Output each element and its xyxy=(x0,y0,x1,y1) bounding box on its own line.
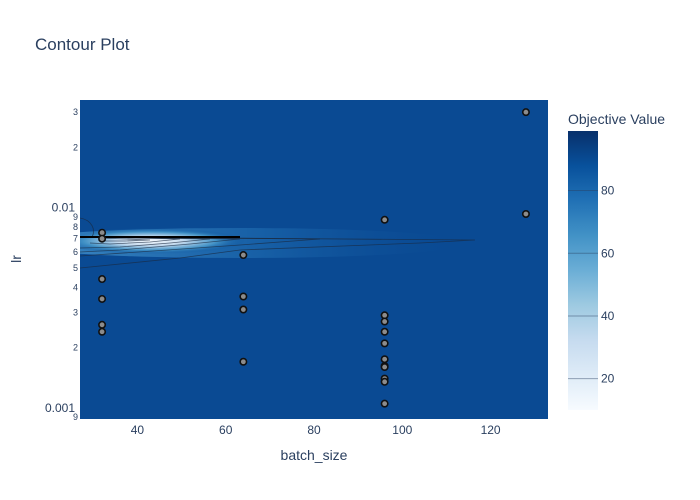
y-minor-tick-label: 5 xyxy=(73,263,78,273)
colorbar: Objective Value 20 40 60 80 xyxy=(568,111,665,410)
x-tick-label: 80 xyxy=(307,423,321,437)
y-minor-tick-label: 2 xyxy=(73,343,78,353)
colorbar-scale xyxy=(568,131,598,410)
trial-point xyxy=(239,292,248,301)
x-axis-ticks: 40 60 80 100 120 xyxy=(131,423,501,437)
x-tick-label: 120 xyxy=(481,423,501,437)
y-minor-tick-label: 8 xyxy=(73,222,78,232)
contour-lines xyxy=(80,217,476,269)
trial-point xyxy=(521,209,530,218)
trial-point xyxy=(98,234,107,243)
trial-point xyxy=(380,215,389,224)
colorbar-tick-label: 60 xyxy=(601,246,615,260)
chart-title: Contour Plot xyxy=(35,35,130,54)
x-tick-label: 100 xyxy=(392,423,412,437)
colorbar-tick-label: 20 xyxy=(601,372,615,386)
trial-points xyxy=(98,108,530,408)
y-minor-tick-label: 9 xyxy=(73,412,78,422)
colorbar-tick-label: 80 xyxy=(601,184,615,198)
trial-point xyxy=(380,317,389,326)
trial-point xyxy=(239,305,248,314)
trial-point xyxy=(380,339,389,348)
trial-point xyxy=(380,377,389,386)
trial-point xyxy=(239,251,248,260)
plot-area xyxy=(80,100,548,419)
y-minor-tick-label: 2 xyxy=(73,142,78,152)
y-minor-tick-label: 3 xyxy=(73,107,78,117)
x-axis-title: batch_size xyxy=(281,447,348,463)
y-minor-tick-label: 3 xyxy=(73,307,78,317)
contour-background xyxy=(80,100,548,419)
trial-point xyxy=(98,327,107,336)
trial-point xyxy=(98,320,107,329)
y-minor-tick-label: 6 xyxy=(73,247,78,257)
trial-point xyxy=(98,275,107,284)
x-tick-label: 40 xyxy=(131,423,145,437)
trial-point xyxy=(380,327,389,336)
y-minor-tick-label: 9 xyxy=(73,212,78,222)
y-tick-label: 0.01 xyxy=(52,201,76,215)
trial-point xyxy=(380,363,389,372)
trial-point xyxy=(98,294,107,303)
colorbar-ticks: 20 40 60 80 xyxy=(568,184,615,386)
y-minor-tick-label: 4 xyxy=(73,282,78,292)
trial-point xyxy=(239,357,248,366)
colorbar-tick-label: 40 xyxy=(601,309,615,323)
y-axis-title: lr xyxy=(8,255,24,263)
y-tick-label: 0.001 xyxy=(45,401,75,415)
y-minor-tick-label: 7 xyxy=(73,234,78,244)
trial-point xyxy=(380,399,389,408)
x-tick-label: 60 xyxy=(219,423,233,437)
trial-point xyxy=(380,355,389,364)
trial-point xyxy=(521,108,530,117)
colorbar-title: Objective Value xyxy=(568,111,665,127)
